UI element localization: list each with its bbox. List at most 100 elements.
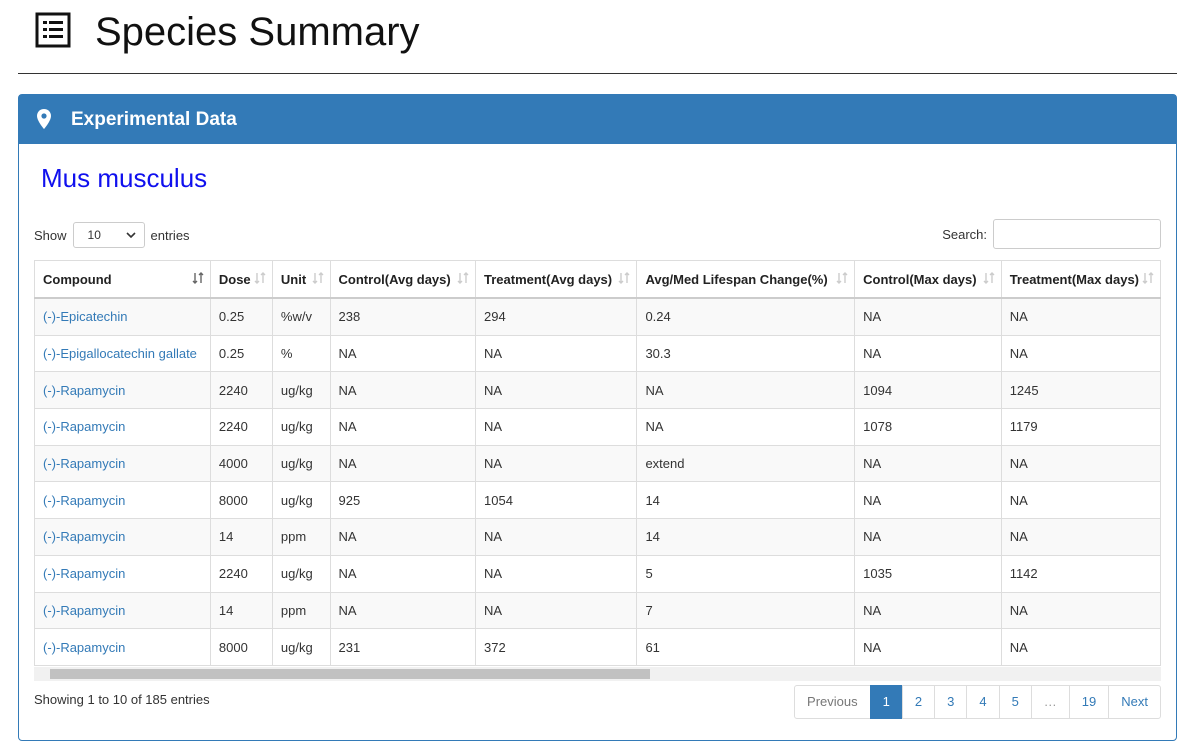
page-button[interactable]: Previous: [794, 685, 871, 719]
page-button[interactable]: Next: [1108, 685, 1161, 719]
column-header[interactable]: Control(Avg days): [329, 260, 477, 299]
title-icon: [35, 12, 71, 48]
column-header[interactable]: Avg/Med Lifespan Change(%): [636, 260, 856, 299]
cell: NA: [329, 334, 477, 373]
table-info: Showing 1 to 10 of 185 entries: [34, 692, 210, 707]
cell: NA: [1000, 444, 1161, 483]
cell: NA: [854, 297, 1002, 336]
column-header[interactable]: Dose: [209, 260, 273, 299]
table-row: (-)-Rapamycin 8000 ug/kg 231 372 61 NA NA: [34, 628, 1161, 666]
cell: 294: [474, 297, 638, 336]
compound-link[interactable]: (-)-Rapamycin: [34, 444, 211, 483]
compound-link[interactable]: (-)-Rapamycin: [34, 481, 211, 520]
sort-arrows: [457, 272, 469, 284]
column-header[interactable]: Unit: [271, 260, 331, 299]
sort-arrows: [983, 272, 995, 284]
cell: NA: [329, 518, 477, 556]
cell: NA: [854, 591, 1002, 630]
cell: NA: [474, 334, 638, 373]
table-row: (-)-Rapamycin 2240 ug/kg NA NA NA 1078 1179: [34, 408, 1161, 446]
cell: NA: [1000, 591, 1161, 630]
page-button[interactable]: 4: [966, 685, 1000, 719]
cell: ug/kg: [271, 408, 331, 446]
cell: NA: [1000, 628, 1161, 666]
compound-link[interactable]: (-)-Rapamycin: [34, 371, 211, 410]
column-header[interactable]: Control(Max days): [854, 260, 1002, 299]
cell: ug/kg: [271, 554, 331, 593]
cell: 0.25: [209, 334, 273, 373]
pin-icon: [37, 109, 51, 129]
cell: NA: [474, 444, 638, 483]
page-button[interactable]: 1: [869, 685, 903, 719]
species-name: Mus musculus: [41, 163, 208, 193]
cell: NA: [854, 628, 1002, 666]
column-title: Control(Avg days): [338, 271, 451, 287]
column-title: Control(Max days): [863, 271, 977, 287]
compound-link[interactable]: (-)-Rapamycin: [34, 408, 211, 446]
cell: NA: [329, 554, 477, 593]
column-title: Avg/Med Lifespan Change(%): [645, 271, 828, 287]
scrollbar[interactable]: [34, 667, 1161, 681]
table-row: (-)-Rapamycin 8000 ug/kg 925 1054 14 NA NA: [34, 481, 1161, 520]
column-header[interactable]: Treatment(Avg days): [474, 260, 638, 299]
compound-link[interactable]: (-)-Rapamycin: [34, 554, 211, 593]
cell: NA: [854, 481, 1002, 520]
cell: 2240: [209, 554, 273, 593]
page-size: 10: [87, 228, 101, 242]
column-header[interactable]: Compound: [34, 260, 211, 299]
column-title: Compound: [43, 271, 112, 287]
cell: 4000: [209, 444, 273, 483]
sort-icon: [1142, 272, 1154, 287]
entries-label: entries: [150, 227, 190, 243]
column-title: Treatment(Avg days): [484, 271, 613, 287]
column-header[interactable]: Treatment(Max days): [1000, 260, 1161, 299]
sort-icon: [312, 272, 324, 287]
sort-arrows: [192, 272, 204, 284]
compound-link[interactable]: (-)-Rapamycin: [34, 628, 211, 666]
cell: NA: [474, 518, 638, 556]
chevron: [125, 232, 136, 238]
cell: 0.25: [209, 297, 273, 336]
cell: NA: [636, 408, 856, 446]
cell: ug/kg: [271, 481, 331, 520]
compound-link[interactable]: (-)-Rapamycin: [34, 518, 211, 556]
page-button[interactable]: 5: [998, 685, 1032, 719]
cell: NA: [474, 554, 638, 593]
cell: NA: [474, 591, 638, 630]
sort-icon: [192, 272, 204, 287]
column-title: Unit: [280, 271, 307, 287]
cell: 14: [209, 518, 273, 556]
cell: NA: [474, 371, 638, 410]
page-button[interactable]: 2: [901, 685, 936, 719]
divider: [18, 73, 1177, 74]
page-button[interactable]: 19: [1068, 685, 1110, 719]
cell: 925: [329, 481, 477, 520]
length-control: Show 10 entries: [34, 222, 190, 248]
sort-icon: [457, 272, 469, 287]
compound-link[interactable]: (-)-Epigallocatechin gallate: [34, 334, 211, 373]
scroll-thumb[interactable]: [50, 669, 650, 679]
sort-icon: [836, 272, 848, 287]
page-button[interactable]: 3: [934, 685, 968, 719]
table-row: (-)-Rapamycin 14 ppm NA NA 7 NA NA: [34, 591, 1161, 630]
page-size-select[interactable]: 10: [72, 222, 145, 248]
cell: 372: [474, 628, 638, 666]
cell: 231: [329, 628, 477, 666]
column-title: Dose: [218, 271, 251, 287]
sort-arrows: [1142, 272, 1154, 284]
cell: 2240: [209, 408, 273, 446]
cell: ug/kg: [271, 371, 331, 410]
cell: 1094: [854, 371, 1002, 410]
cell: 0.24: [636, 297, 856, 336]
pagination: Previous 1 2 3 4 5… 19 Next: [794, 685, 1161, 719]
page-button[interactable]: …: [1030, 685, 1070, 719]
compound-link[interactable]: (-)-Rapamycin: [34, 591, 211, 630]
cell: 1054: [474, 481, 638, 520]
compound-link[interactable]: (-)-Epicatechin: [34, 297, 211, 336]
cell: ppm: [271, 591, 331, 630]
panel-header: Experimental Data: [19, 95, 1176, 144]
cell: 14: [636, 518, 856, 556]
search-input[interactable]: [993, 219, 1161, 249]
data-table: Compound Dose Unit Control(Avg days) Treatme…: [34, 260, 1161, 666]
